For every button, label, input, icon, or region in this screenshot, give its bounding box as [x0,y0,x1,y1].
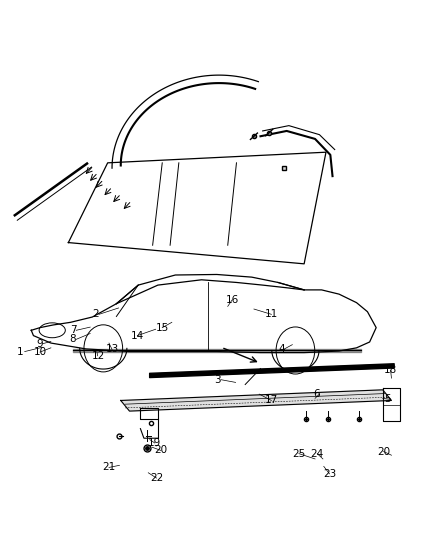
Text: 23: 23 [323,469,336,479]
Text: 9: 9 [36,338,43,349]
Text: 12: 12 [92,351,105,361]
Text: 8: 8 [70,334,76,344]
Text: 3: 3 [215,375,221,385]
Text: 24: 24 [311,449,324,458]
Text: 13: 13 [106,344,119,354]
Text: 6: 6 [313,389,319,399]
Text: 17: 17 [265,395,278,406]
Text: 16: 16 [226,295,239,305]
Text: 18: 18 [384,365,397,375]
Text: 10: 10 [33,347,46,357]
Polygon shape [121,390,392,411]
Text: 20: 20 [154,446,167,455]
Text: 21: 21 [102,463,116,472]
Text: 4: 4 [278,344,285,354]
Text: 11: 11 [265,309,278,319]
Text: 20: 20 [377,447,390,456]
Text: 19: 19 [148,438,162,448]
Text: 7: 7 [71,325,77,335]
Text: 15: 15 [155,322,169,333]
Text: 1: 1 [17,346,24,357]
Text: 5: 5 [384,394,391,405]
Text: 25: 25 [292,449,306,458]
Text: 14: 14 [131,330,144,341]
Text: 22: 22 [150,473,163,483]
Text: 2: 2 [92,309,99,319]
